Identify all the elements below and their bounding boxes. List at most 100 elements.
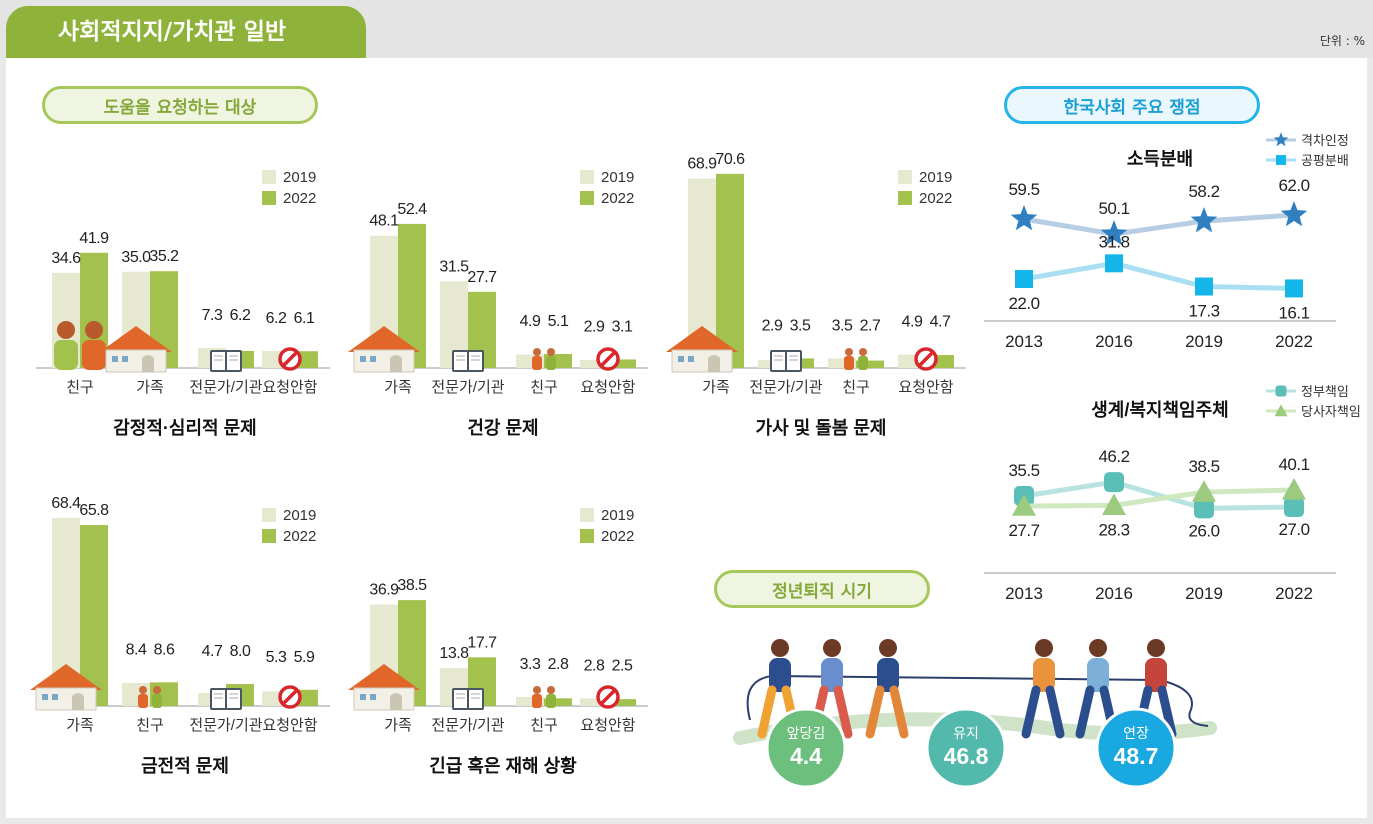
point-label: 31.8 xyxy=(1098,232,1129,251)
data-label-2022: 41.9 xyxy=(79,230,109,247)
section-pill-help: 도움을 요청하는 대상 xyxy=(42,86,318,124)
book-icon xyxy=(451,349,485,373)
book-icon xyxy=(209,349,243,373)
chart-title: 긴급 혹은 재해 상황 xyxy=(429,755,577,776)
no-icon xyxy=(278,685,302,709)
category-label: 친구 xyxy=(66,379,94,396)
chart-title: 가사 및 돌봄 문제 xyxy=(756,418,887,438)
legend-swatch-2022 xyxy=(898,191,912,205)
marker-square xyxy=(1195,277,1213,296)
data-label-2022: 8.6 xyxy=(154,641,175,658)
data-label-2019: 8.4 xyxy=(126,641,147,658)
x-tick-label: 2019 xyxy=(1185,584,1223,603)
category-label: 가족 xyxy=(702,379,730,396)
bar-2022 xyxy=(608,699,636,706)
data-label-2022: 6.1 xyxy=(294,310,315,327)
legend-swatch-2022 xyxy=(262,191,276,205)
unit-label: 단위 : % xyxy=(1319,34,1365,48)
data-label-2022: 65.8 xyxy=(79,502,109,519)
legend-label: 정부책임 xyxy=(1301,384,1349,399)
section-pill-retire: 정년퇴직 시기 xyxy=(714,570,930,608)
category-label: 가족 xyxy=(384,379,412,396)
person-head xyxy=(1035,639,1053,657)
legend-swatch-2019 xyxy=(898,170,912,184)
person-head xyxy=(1089,639,1107,657)
legend-swatch-2019 xyxy=(262,170,276,184)
marker-star xyxy=(1010,205,1038,231)
point-label: 58.2 xyxy=(1188,182,1219,201)
point-label: 17.3 xyxy=(1188,302,1219,321)
category-label: 전문가/기관 xyxy=(189,717,262,734)
category-label: 요청안함 xyxy=(580,717,635,734)
data-label-2022: 2.8 xyxy=(548,656,569,673)
point-label: 50.1 xyxy=(1098,199,1129,218)
data-label-2019: 48.1 xyxy=(369,213,399,230)
retire-bubble xyxy=(1095,707,1177,789)
person-legs xyxy=(865,685,909,739)
point-label: 22.0 xyxy=(1008,294,1039,313)
retire-bubble-value: 46.8 xyxy=(944,743,989,769)
no-icon xyxy=(596,685,620,709)
x-tick-label: 2019 xyxy=(1185,332,1223,351)
category-label: 가족 xyxy=(384,717,412,734)
marker-triangle xyxy=(1012,494,1036,516)
marker-star xyxy=(1100,220,1128,246)
bar-2019 xyxy=(580,360,608,368)
bar-2019 xyxy=(828,358,856,368)
category-label: 가족 xyxy=(136,379,164,396)
legend-label: 당사자책임 xyxy=(1301,404,1361,419)
data-label-2019: 3.3 xyxy=(520,656,541,673)
legend-label: 공평분배 xyxy=(1301,153,1349,168)
data-label-2019: 31.5 xyxy=(439,258,469,275)
legend-swatch-2022 xyxy=(262,529,276,543)
person-head xyxy=(823,639,841,657)
x-tick-label: 2022 xyxy=(1275,332,1313,351)
data-label-2022: 38.5 xyxy=(397,577,427,594)
point-label: 16.1 xyxy=(1278,303,1309,322)
legend-label-2019: 2019 xyxy=(283,169,316,186)
category-label: 친구 xyxy=(842,379,870,396)
legend-label-2022: 2022 xyxy=(919,190,952,207)
person-head xyxy=(771,639,789,657)
category-label: 가족 xyxy=(66,717,94,734)
marker-triangle xyxy=(1102,493,1126,515)
page-title: 사회적지지/가치관 일반 xyxy=(6,6,366,58)
bar-2022 xyxy=(80,525,108,706)
legend-label-2022: 2022 xyxy=(601,190,634,207)
data-label-2019: 35.0 xyxy=(121,249,151,266)
category-label: 전문가/기관 xyxy=(749,379,822,396)
point-label: 35.5 xyxy=(1008,461,1039,480)
x-tick-label: 2016 xyxy=(1095,332,1133,351)
legend-swatch-2019 xyxy=(580,508,594,522)
chart-title: 금전적 문제 xyxy=(141,756,229,776)
legend-label-2019: 2019 xyxy=(919,169,952,186)
legend-label-2019: 2019 xyxy=(283,507,316,524)
bar-2022 xyxy=(856,360,884,368)
marker-rounded-square xyxy=(1284,497,1304,518)
data-label-2022: 4.7 xyxy=(930,314,951,331)
bar-2022 xyxy=(608,359,636,368)
x-tick-label: 2013 xyxy=(1005,332,1043,351)
point-label: 62.0 xyxy=(1278,176,1309,195)
person-body xyxy=(877,658,899,692)
legend-swatch-2022 xyxy=(580,191,594,205)
data-label-2022: 5.9 xyxy=(294,649,315,666)
legend-label-2022: 2022 xyxy=(283,528,316,545)
data-label-2022: 52.4 xyxy=(397,201,427,218)
x-tick-label: 2016 xyxy=(1095,584,1133,603)
data-label-2022: 3.1 xyxy=(612,318,633,335)
data-label-2022: 5.1 xyxy=(548,313,569,330)
legend-swatch-2022 xyxy=(580,529,594,543)
data-label-2022: 70.6 xyxy=(715,151,745,168)
person-body xyxy=(769,658,791,692)
category-label: 친구 xyxy=(530,717,558,734)
legend-label-2019: 2019 xyxy=(601,507,634,524)
data-label-2019: 2.8 xyxy=(584,657,605,674)
data-label-2022: 17.7 xyxy=(467,634,497,651)
marker-rounded-square xyxy=(1104,472,1124,493)
series-line xyxy=(1023,260,1295,291)
category-label: 요청안함 xyxy=(262,379,317,396)
point-label: 59.5 xyxy=(1008,180,1039,199)
x-tick-label: 2022 xyxy=(1275,584,1313,603)
